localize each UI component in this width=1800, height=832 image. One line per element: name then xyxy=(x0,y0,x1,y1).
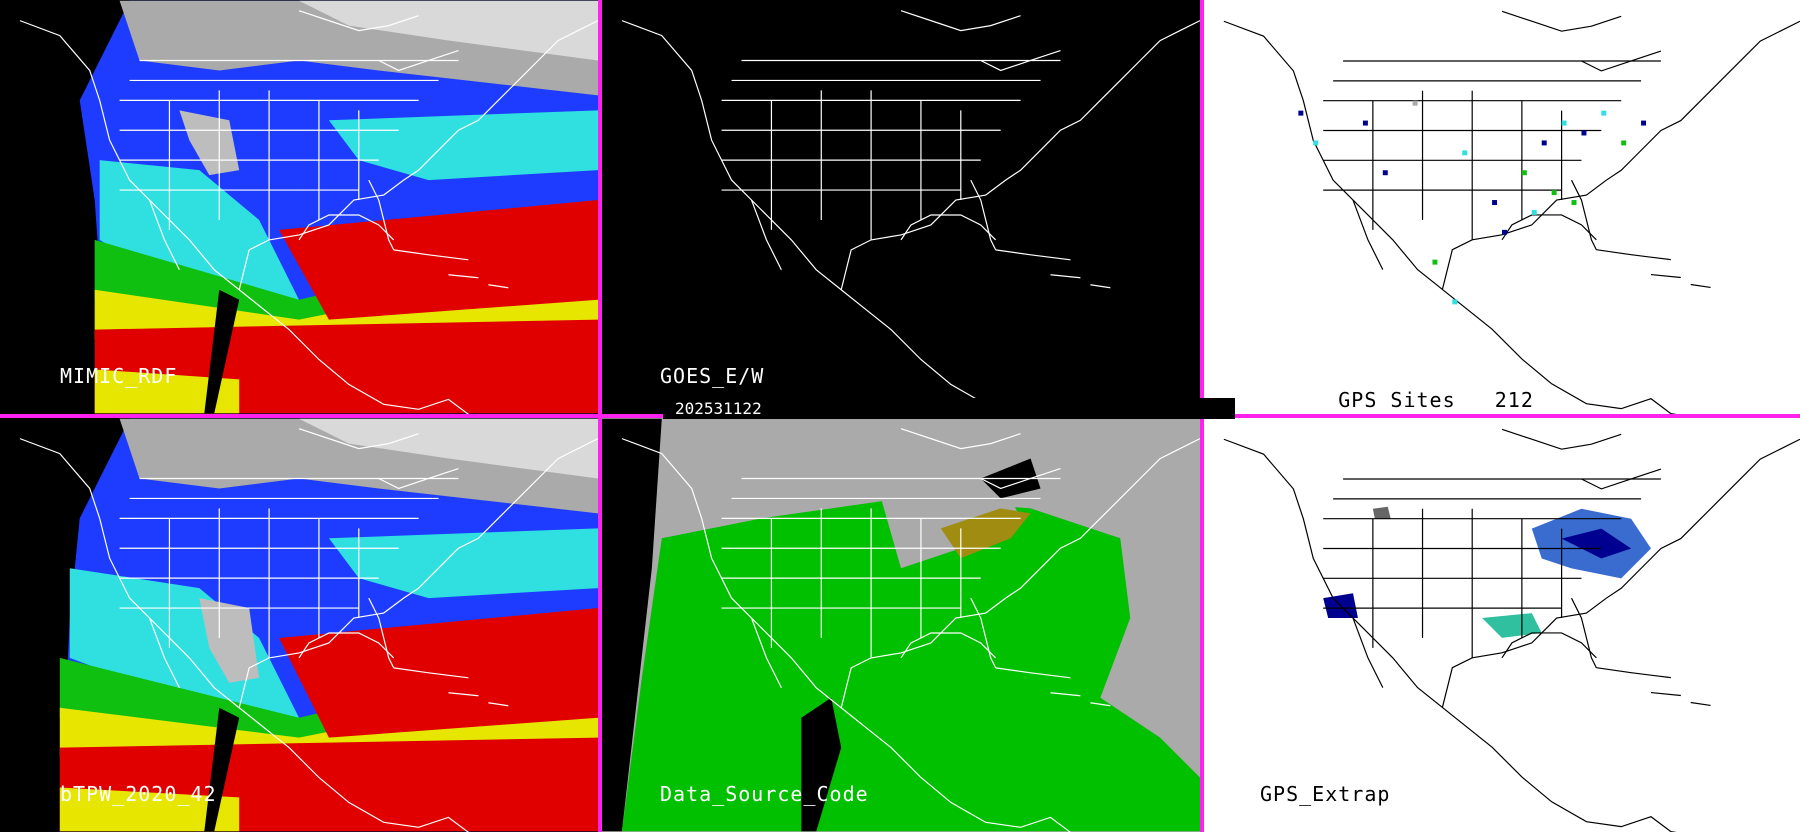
goes-map xyxy=(602,0,1200,414)
gps-sites-map xyxy=(1204,1,1800,414)
btpw-map xyxy=(0,418,598,832)
data-source-code-panel: Data_Source_Code xyxy=(602,418,1200,832)
goes-panel: GOES_E/W xyxy=(602,0,1200,414)
gps-extrap-map xyxy=(1204,419,1800,832)
gps-sites-count: 212 xyxy=(1494,388,1534,412)
mimic-rdf-panel: MIMIC_RDF xyxy=(0,0,598,414)
panel-label: GOES_E/W xyxy=(660,364,765,388)
mimic-rdf-map xyxy=(0,0,598,414)
panel-label: Data_Source_Code xyxy=(660,782,869,806)
data-source-code-map xyxy=(602,418,1200,832)
gps-extrap-panel: GPS_Extrap xyxy=(1204,418,1800,832)
btpw-panel: bTPW_2020_42 xyxy=(0,418,598,832)
panel-label: MIMIC_RDF xyxy=(60,364,178,388)
panel-label: bTPW_2020_42 xyxy=(60,782,217,806)
gps-sites-panel: GPS Sites 212 xyxy=(1204,0,1800,414)
panel-label: GPS Sites 212 xyxy=(1260,364,1534,414)
gps-sites-label: GPS Sites xyxy=(1338,388,1456,412)
date-stamp: 202531122 xyxy=(663,398,1235,419)
gps-site-markers xyxy=(1298,100,1647,305)
panel-label: GPS_Extrap xyxy=(1260,782,1391,806)
